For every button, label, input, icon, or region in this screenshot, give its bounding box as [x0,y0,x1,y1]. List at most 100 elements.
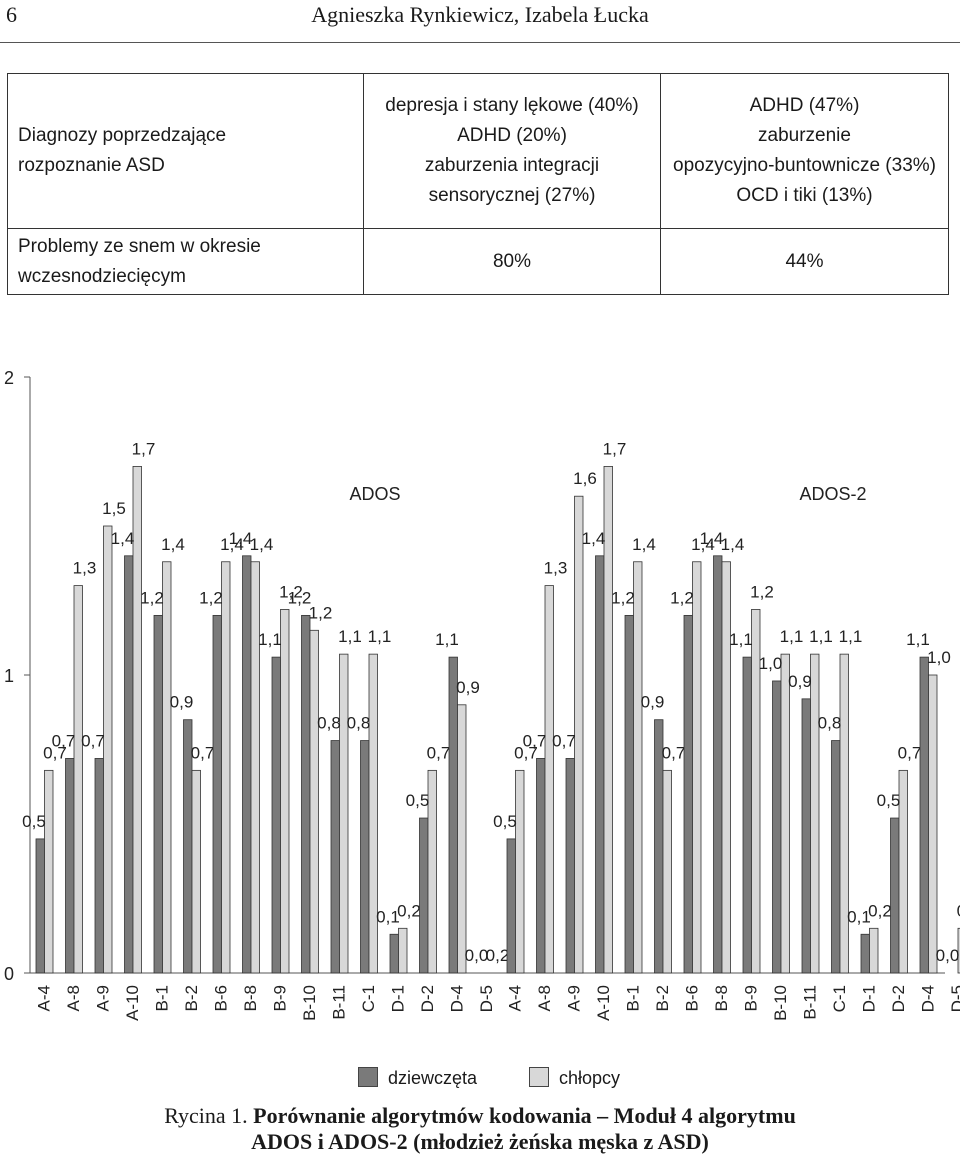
data-label-chlopcy: 0,2 [957,901,960,920]
table-row1-boys: ADHD (47%) zaburzenie opozycyjno-buntown… [660,74,948,228]
bar-dziewczeta [595,555,605,974]
bar-chlopcy [662,769,672,974]
x-tick-label: B-6 [683,985,702,1011]
bar-chlopcy [633,561,643,974]
x-tick-label: B-11 [801,985,820,1020]
bar-dziewczeta [683,614,693,974]
data-label-chlopcy: 1,1 [809,627,833,646]
x-tick-label: D-5 [477,985,496,1012]
data-label-dziewczeta: 0,9 [170,693,194,712]
bar-chlopcy [103,525,113,974]
x-tick-label: D-1 [860,985,879,1012]
bar-dziewczeta [565,758,575,974]
table-row1-boys-line: OCD i tiki (13%) [736,185,873,206]
bar-chlopcy [280,609,290,974]
data-label-dziewczeta: 0,7 [523,731,547,750]
bar-dziewczeta [860,933,870,974]
data-label-chlopcy: 1,2 [279,582,303,601]
data-label-dziewczeta: 1,0 [759,654,783,673]
x-tick-label: B-1 [624,985,643,1011]
bar-dziewczeta [419,817,429,974]
data-label-chlopcy: 1,2 [309,603,333,622]
data-label-dziewczeta: 1,2 [199,588,223,607]
data-label-chlopcy: 1,4 [161,535,185,554]
data-label-dziewczeta: 1,4 [700,529,724,548]
bar-dziewczeta [772,680,782,974]
x-tick-label: D-4 [448,985,467,1012]
data-label-dziewczeta: 1,1 [729,630,753,649]
bar-chlopcy [73,585,83,974]
data-label-dziewczeta: 1,2 [670,588,694,607]
data-label-dziewczeta: 0,1 [847,907,871,926]
x-tick-label: B-9 [271,985,290,1011]
x-tick-label: B-10 [771,985,790,1021]
x-tick-label: D-1 [389,985,408,1012]
bar-dziewczeta [35,838,45,974]
bar-chlopcy [250,561,260,974]
legend-swatch-girls [358,1067,378,1087]
data-label-chlopcy: 0,7 [43,743,67,762]
data-label-chlopcy: 1,5 [102,499,126,518]
bar-dziewczeta [448,656,458,974]
legend-swatch-boys [529,1067,549,1087]
caption-prefix: Rycina 1. [164,1103,254,1128]
caption-title-line1: Porównanie algorytmów kodowania – Moduł … [253,1103,796,1128]
data-label-dziewczeta: 0,9 [788,672,812,691]
legend-label-boys: chłopcy [559,1068,621,1088]
x-tick-label: B-10 [300,985,319,1021]
table-row1-girls: depresja i stany lękowe (40%) ADHD (20%)… [363,74,660,228]
data-label-dziewczeta: 0,8 [317,714,341,733]
data-label-dziewczeta: 0,0 [465,946,489,965]
bar-dziewczeta [801,698,811,974]
data-label-chlopcy: 1,4 [632,535,656,554]
bar-chlopcy [603,466,613,974]
bar-chlopcy [751,609,761,974]
table-row2-label-line: Problemy ze snem w okresie [18,235,261,257]
table-row2-boys-value: 44% [785,250,824,272]
bar-dziewczeta [330,740,340,974]
bar-dziewczeta [831,740,841,974]
bar-dziewczeta [506,838,516,974]
data-label-dziewczeta: 0,8 [347,714,371,733]
bar-chlopcy [780,653,790,974]
x-tick-label: A-9 [94,985,113,1011]
bar-dziewczeta [890,817,900,974]
data-label-chlopcy: 1,7 [603,439,627,458]
x-tick-label: D-4 [919,985,938,1012]
data-label-chlopcy: 0,7 [427,743,451,762]
data-label-dziewczeta: 0,1 [376,907,400,926]
bar-dziewczeta [271,656,281,974]
x-tick-label: B-2 [182,985,201,1011]
data-label-chlopcy: 0,7 [662,743,686,762]
bar-chlopcy [191,769,201,974]
data-label-dziewczeta: 0,5 [877,791,901,810]
x-tick-label: D-5 [948,985,960,1012]
table-row1-boys-line: opozycyjno-buntownicze (33%) [673,155,936,176]
table-row1-label-line: Diagnozy poprzedzające [18,125,227,146]
x-tick-label: B-1 [153,985,172,1011]
table-row1-label: Diagnozy poprzedzające rozpoznanie ASD [8,74,363,228]
x-tick-label: A-4 [506,985,525,1011]
data-label-dziewczeta: 0,5 [493,812,517,831]
data-label-dziewczeta: 1,4 [229,529,253,548]
bar-dziewczeta [94,758,104,974]
data-label-chlopcy: 1,1 [338,627,362,646]
bar-chlopcy [339,653,349,974]
data-label-chlopcy: 0,9 [456,678,480,697]
x-tick-label: B-2 [653,985,672,1011]
bar-chlopcy [44,769,54,974]
data-label-chlopcy: 1,3 [544,559,568,578]
data-label-chlopcy: 0,7 [191,743,215,762]
running-header-authors: Agnieszka Rynkiewicz, Izabela Łucka [311,2,649,27]
x-tick-label: A-8 [64,985,83,1011]
bar-dziewczeta [301,614,311,974]
bar-chlopcy [398,927,408,974]
bar-chlopcy [869,927,879,974]
bar-dziewczeta [65,758,75,974]
bar-dziewczeta [742,656,752,974]
x-tick-label: C-1 [830,985,849,1012]
data-label-chlopcy: 1,4 [691,535,715,554]
diagnosis-table: Diagnozy poprzedzające rozpoznanie ASD d… [7,73,949,295]
data-label-chlopcy: 0,2 [397,901,421,920]
x-tick-label: A-10 [594,985,613,1021]
